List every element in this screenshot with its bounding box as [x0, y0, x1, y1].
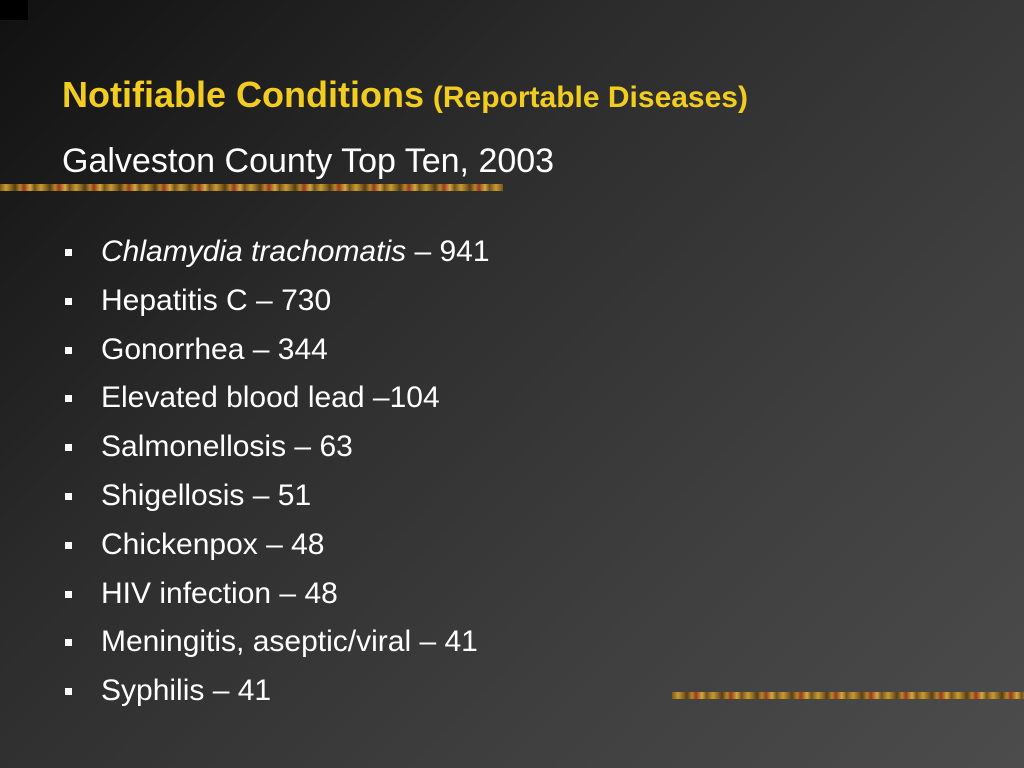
corner-mark	[0, 0, 28, 20]
case-count: 104	[389, 381, 440, 415]
bullet-icon	[65, 346, 72, 354]
disease-list: Chlamydia trachomatis – 941 Hepatitis C …	[62, 228, 490, 716]
list-item: Elevated blood lead –104	[62, 374, 490, 423]
bullet-icon	[65, 639, 72, 647]
title-main: Notifiable Conditions	[62, 74, 424, 115]
separator: –	[406, 235, 440, 268]
disease-name: Chickenpox	[101, 527, 258, 561]
case-count: 730	[281, 283, 332, 317]
disease-name: Gonorrhea	[101, 332, 245, 366]
separator: –	[244, 478, 278, 512]
bullet-icon	[65, 688, 72, 696]
list-item: Gonorrhea – 344	[62, 326, 490, 375]
list-item: Chlamydia trachomatis – 941	[62, 228, 490, 277]
disease-name: Meningitis, aseptic/viral	[101, 625, 412, 659]
disease-name: Chlamydia trachomatis	[101, 235, 407, 268]
title-parenthetical: (Reportable Diseases)	[432, 81, 748, 114]
disease-name: Syphilis	[101, 674, 205, 708]
case-count: 48	[291, 527, 325, 561]
bullet-icon	[65, 492, 72, 500]
case-count: 941	[439, 235, 490, 268]
disease-name: Hepatitis C	[101, 283, 248, 317]
case-count: 51	[277, 478, 312, 512]
slide-subtitle: Galveston County Top Ten, 2003	[62, 142, 555, 180]
disease-name: Shigellosis	[101, 478, 245, 512]
bullet-icon	[65, 297, 72, 305]
bullet-icon	[65, 249, 72, 256]
case-count: 41	[237, 674, 272, 708]
case-count: 48	[304, 576, 338, 610]
disease-name: Salmonellosis	[101, 430, 287, 464]
case-count: 41	[444, 625, 478, 659]
separator: –	[411, 625, 445, 659]
separator: –	[364, 381, 390, 415]
separator: –	[257, 527, 292, 561]
bullet-icon	[65, 590, 72, 598]
bullet-icon	[65, 541, 72, 549]
bullet-icon	[65, 395, 72, 403]
list-item: HIV infection – 48	[62, 570, 490, 619]
case-count: 63	[319, 430, 353, 464]
list-item: Syphilis – 41	[62, 667, 490, 716]
list-item: Shigellosis – 51	[62, 472, 490, 521]
disease-name: HIV infection	[101, 576, 272, 610]
separator: –	[244, 332, 278, 366]
separator: –	[247, 283, 282, 317]
decorative-rule-top	[0, 184, 503, 191]
list-item: Salmonellosis – 63	[62, 423, 490, 472]
slide-title: Notifiable Conditions (Reportable Diseas…	[62, 74, 748, 116]
disease-name: Elevated blood lead	[101, 381, 365, 415]
case-count: 344	[277, 332, 328, 366]
separator: –	[286, 430, 320, 464]
list-item: Meningitis, aseptic/viral – 41	[62, 618, 490, 667]
decorative-rule-bottom	[672, 692, 1024, 699]
separator: –	[204, 674, 238, 708]
list-item: Chickenpox – 48	[62, 521, 490, 570]
bullet-icon	[65, 444, 72, 452]
list-item: Hepatitis C – 730	[62, 277, 490, 326]
separator: –	[271, 576, 305, 610]
